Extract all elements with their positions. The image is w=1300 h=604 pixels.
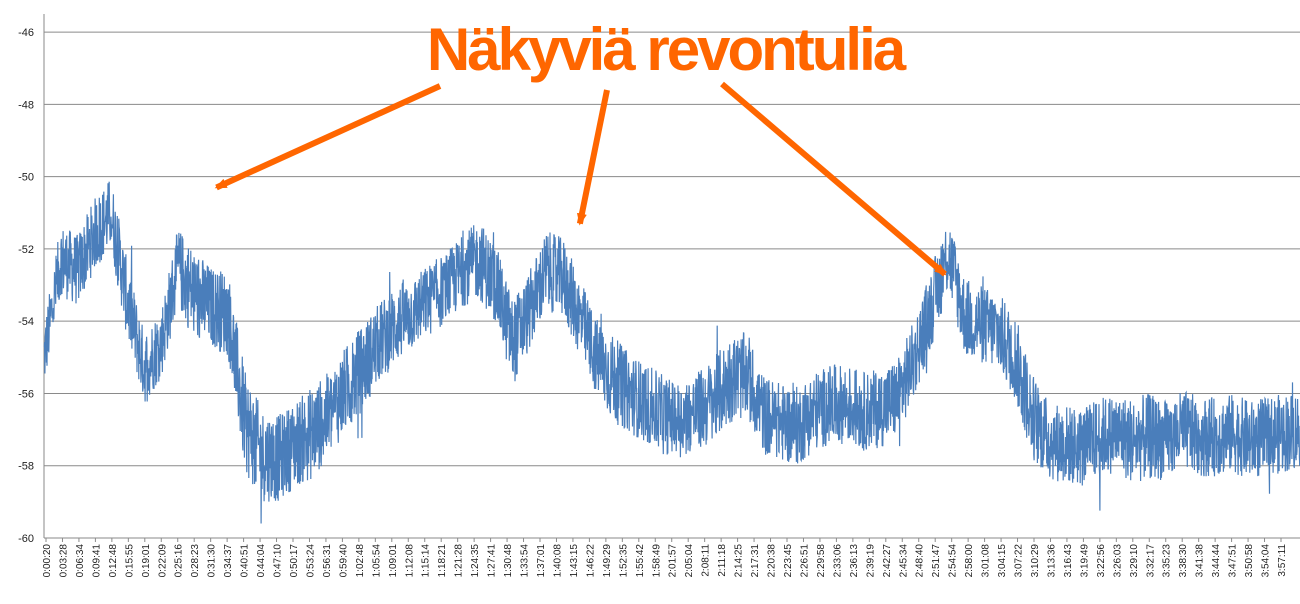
x-tick-label: 2:17:31 [750,544,761,578]
x-tick-label: 2:20:38 [767,544,778,578]
x-tick-label: 2:51:47 [931,544,942,578]
x-tick-label: 3:13:36 [1046,544,1057,578]
y-tick-label: -56 [18,388,34,400]
x-tick-label: 0:47:10 [273,544,284,578]
x-tick-label: 3:22:56 [1096,544,1107,578]
y-tick-label: -48 [18,99,34,111]
x-tick-label: 3:32:17 [1145,544,1156,578]
x-tick-label: 3:26:03 [1112,544,1123,578]
x-tick-label: 2:26:51 [799,544,810,578]
annotation-arrows [214,81,947,277]
x-tick-label: 3:04:15 [997,544,1008,578]
x-tick-label: 3:16:43 [1063,544,1074,578]
x-tick-label: 3:57:11 [1277,544,1288,577]
x-tick-label: 1:52:35 [618,544,629,578]
x-tick-label: 2:33:06 [832,544,843,578]
x-tick-label: 2:42:27 [882,544,893,578]
x-tick-label: 1:49:29 [602,544,613,578]
x-tick-label: 0:31:30 [207,544,218,578]
x-tick-label: 0:06:34 [75,544,86,578]
x-tick-label: 3:01:08 [981,544,992,578]
x-tick-label: 1:30:48 [503,544,514,578]
x-tick-label: 1:40:08 [552,544,563,578]
annotation-arrow [576,89,610,226]
x-tick-label: 2:08:11 [701,544,712,577]
x-tick-label: 2:11:18 [717,544,728,577]
x-tick-label: 1:43:15 [569,544,580,578]
x-tick-label: 2:58:00 [964,544,975,578]
x-tick-label: 0:59:40 [338,544,349,578]
x-tick-label: 0:15:55 [124,544,135,578]
x-tick-label: 1:15:14 [421,544,432,578]
y-tick-label: -46 [18,27,34,39]
x-tick-label: 2:48:40 [915,544,926,578]
x-tick-label: 1:18:21 [437,544,448,578]
x-tick-label: 0:25:16 [174,544,185,578]
x-tick-label: 2:39:19 [865,544,876,578]
x-tick-label: 1:55:42 [635,544,646,578]
x-tick-label: 1:02:48 [355,544,366,578]
series-layer [43,181,1300,524]
y-tick-label: -60 [18,533,34,545]
x-tick-label: 2:29:58 [816,544,827,578]
x-tick-label: 0:44:04 [256,544,267,578]
x-tick-label: 2:23:45 [783,544,794,578]
x-tick-label: 0:09:41 [91,544,102,578]
annotation-arrow [214,83,442,191]
x-tick-label: 0:56:31 [322,544,333,578]
x-tick-label: 1:58:49 [651,544,662,578]
x-tick-label: 2:36:13 [849,544,860,578]
x-tick-label: 1:09:01 [388,544,399,578]
y-tick-label: -58 [18,461,34,473]
x-tick-label: 0:40:51 [240,544,251,578]
x-tick-label: 2:14:25 [734,544,745,578]
x-tick-label: 0:34:37 [223,544,234,578]
x-tick-label: 3:29:10 [1129,544,1140,578]
x-tick-label: 3:19:49 [1079,544,1090,578]
x-tick-label: 1:33:54 [520,544,531,578]
x-tick-label: 0:19:01 [141,544,152,578]
x-tick-label: 1:05:54 [371,544,382,578]
y-tick-label: -54 [18,316,34,328]
x-tick-label: 3:41:38 [1195,544,1206,578]
x-tick-label: 0:12:48 [108,544,119,578]
x-tick-label: 2:54:54 [948,544,959,578]
x-tick-label: 2:01:57 [668,544,679,578]
annotation-headline: Näkyviä revontulia [427,16,907,83]
x-tick-label: 3:10:29 [1030,544,1041,578]
x-tick-label: 1:37:01 [536,544,547,578]
x-tick-label: 1:27:41 [487,544,498,578]
series-line [43,181,1300,524]
x-tick-label: 1:21:28 [454,544,465,578]
x-tick-label: 0:00:20 [42,544,53,578]
x-tick-label: 0:53:24 [305,544,316,578]
x-tick-label: 3:35:23 [1162,544,1173,578]
x-tick-label: 3:50:58 [1244,544,1255,578]
x-tick-label: 1:46:22 [585,544,596,578]
y-tick-label: -52 [18,244,34,256]
x-tick-label: 3:07:22 [1014,544,1025,578]
x-tick-label: 1:12:08 [404,544,415,578]
x-tick-label: 0:22:09 [157,544,168,578]
y-tick-label: -50 [18,172,34,184]
x-tick-label: 2:45:34 [898,544,909,578]
x-tick-label: 1:24:35 [470,544,481,578]
x-tick-label: 3:47:51 [1228,544,1239,578]
annotation-arrow [720,81,947,277]
x-tick-label: 3:54:04 [1261,544,1272,578]
x-tick-label: 0:50:17 [289,544,300,578]
x-axis: 0:00:20 0:03:28 0:06:34 0:09:41 0:12:48 0:15:… [42,538,1288,577]
x-tick-label: 3:38:30 [1178,544,1189,578]
x-tick-label: 0:03:28 [58,544,69,578]
x-tick-label: 0:28:23 [190,544,201,578]
x-tick-label: 2:05:04 [684,544,695,578]
x-tick-label: 3:44:44 [1211,544,1222,578]
